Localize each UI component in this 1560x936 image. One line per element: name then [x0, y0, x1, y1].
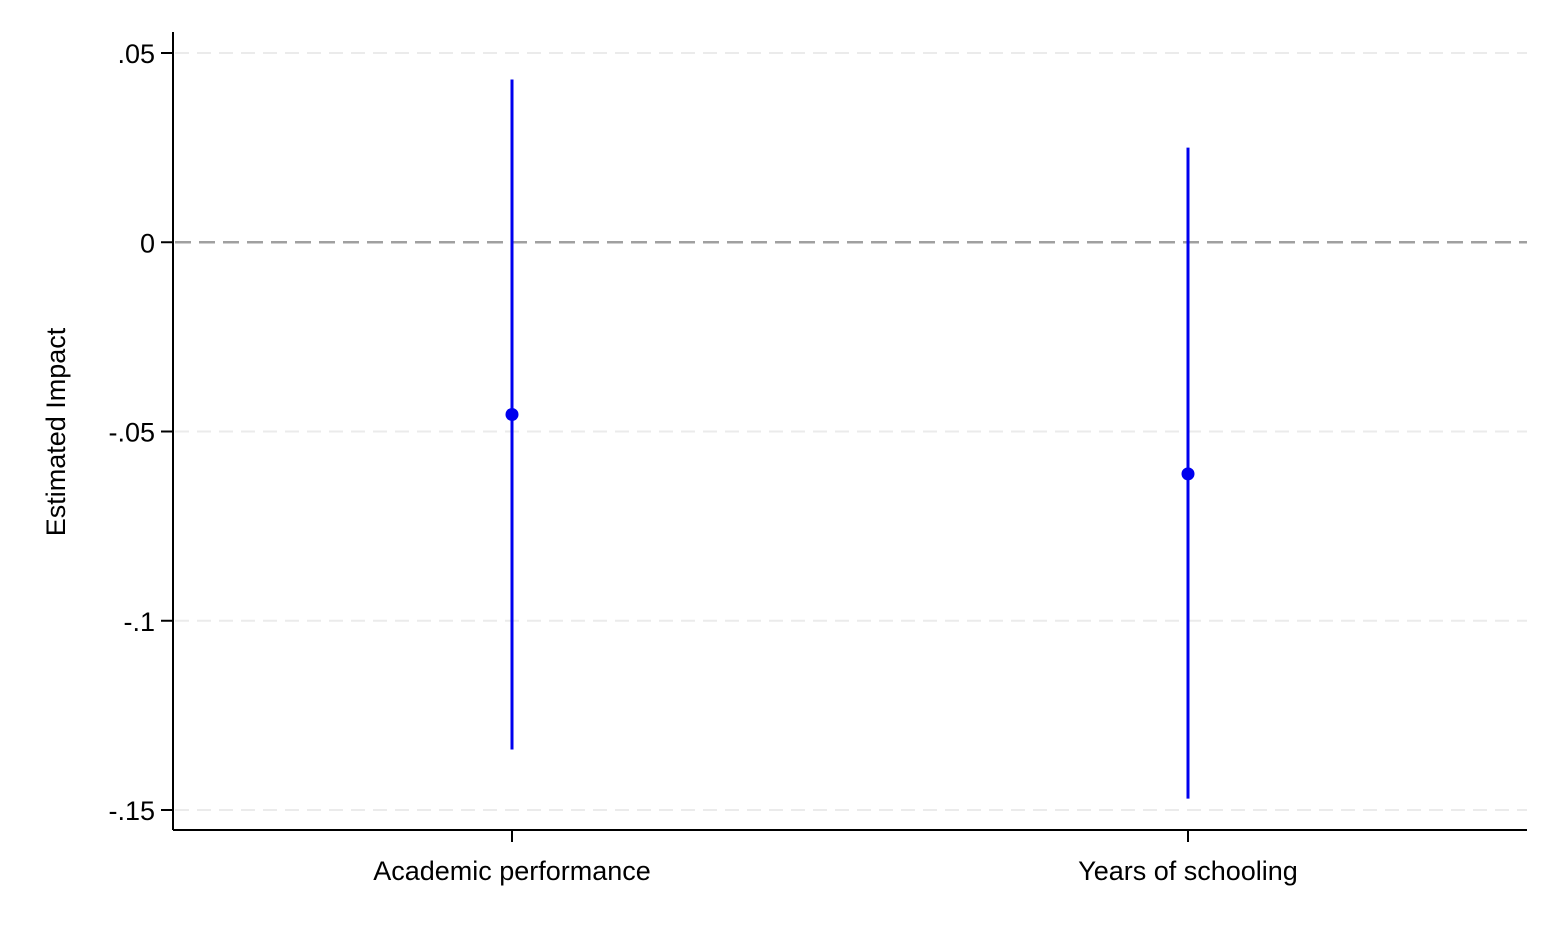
x-tick-label: Academic performance — [373, 856, 651, 886]
point-estimate — [505, 407, 519, 421]
y-tick-label: -.15 — [108, 796, 155, 826]
y-axis-title: Estimated Impact — [41, 327, 71, 536]
x-ticks: Academic performance Years of schooling — [373, 830, 1298, 886]
y-tick-label: 0 — [140, 228, 155, 258]
gridlines — [175, 52, 1527, 811]
y-ticks: .05 0 -.05 -.1 -.15 — [108, 39, 173, 826]
y-tick-label: -.05 — [108, 418, 155, 448]
point-estimate — [1181, 467, 1195, 481]
estimates — [505, 79, 1195, 799]
y-tick-label: .05 — [117, 39, 155, 69]
y-tick-label: -.1 — [123, 607, 155, 637]
x-tick-label: Years of schooling — [1078, 856, 1298, 886]
